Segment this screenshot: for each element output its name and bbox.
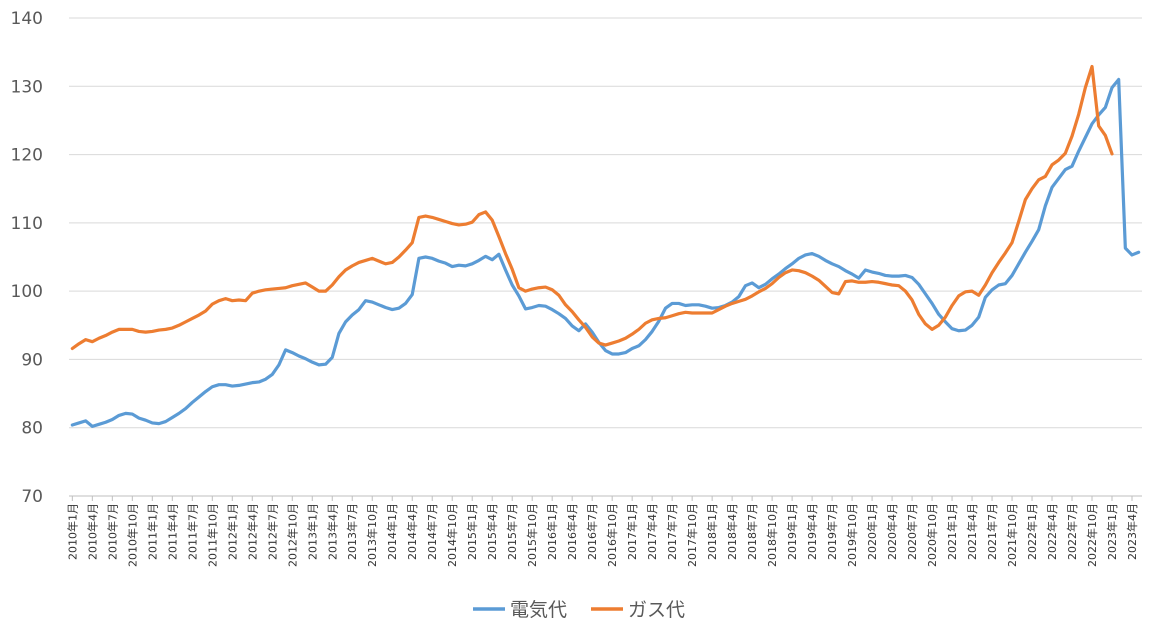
x-tick-label: 2020年7月 [905, 503, 919, 560]
x-tick-label: 2023年4月 [1125, 503, 1139, 560]
series-line-2 [70, 64, 1114, 351]
x-tick-label: 2012年4月 [245, 503, 259, 560]
x-tick-label: 2017年10月 [685, 503, 699, 567]
x-tick-label: 2020年10月 [925, 503, 939, 567]
x-tick-label: 2018年4月 [725, 503, 739, 560]
y-tick-label: 90 [21, 350, 43, 370]
x-tick-label: 2016年4月 [565, 503, 579, 560]
x-tick-label: 2016年7月 [585, 503, 599, 560]
x-tick-label: 2018年1月 [705, 503, 719, 560]
x-tick-label: 2011年1月 [145, 503, 159, 560]
y-tick-label: 140 [11, 9, 43, 29]
x-tick-label: 2022年10月 [1085, 503, 1099, 567]
x-tick-label: 2018年10月 [765, 503, 779, 567]
x-tick-label: 2014年7月 [425, 503, 439, 560]
y-tick-label: 100 [11, 282, 43, 302]
x-tick-label: 2017年1月 [625, 503, 639, 560]
x-tick-label: 2015年1月 [465, 503, 479, 560]
series-lines [70, 64, 1141, 428]
x-tick-label: 2017年4月 [645, 503, 659, 560]
x-tick-label: 2013年10月 [365, 503, 379, 567]
x-tick-label: 2020年1月 [865, 503, 879, 560]
x-tick-label: 2021年4月 [965, 503, 979, 560]
x-tick-label: 2011年4月 [165, 503, 179, 560]
x-tick-label: 2019年4月 [805, 503, 819, 560]
y-axis-ticks: 70 80 90 100 110 120 130 140 [11, 9, 43, 507]
x-tick-label: 2014年10月 [445, 503, 459, 567]
x-tick-label: 2014年4月 [405, 503, 419, 560]
x-tick-label: 2010年4月 [85, 503, 99, 560]
x-tick-label: 2022年7月 [1065, 503, 1079, 560]
x-tick-label: 2010年7月 [105, 503, 119, 560]
x-tick-label: 2011年7月 [185, 503, 199, 560]
x-tick-label: 2021年1月 [945, 503, 959, 560]
x-tick-label: 2012年7月 [265, 503, 279, 560]
x-tick-label: 2011年10月 [205, 503, 219, 567]
x-axis-ticks: 2010年1月 2010年4月 2010年7月 2010年10月 2011年1月 2011… [65, 496, 1139, 567]
x-tick-label: 2014年1月 [385, 503, 399, 560]
y-tick-label: 70 [21, 487, 43, 507]
x-tick-label: 2015年10月 [525, 503, 539, 567]
y-tick-label: 120 [11, 146, 43, 166]
x-tick-label: 2013年1月 [305, 503, 319, 560]
grid-lines [69, 17, 1142, 429]
x-tick-label: 2021年10月 [1005, 503, 1019, 567]
x-tick-label: 2019年7月 [825, 503, 839, 560]
x-tick-label: 2012年1月 [225, 503, 239, 560]
x-tick-label: 2010年10月 [125, 503, 139, 567]
x-tick-label: 2013年7月 [345, 503, 359, 560]
legend-label-2: ガス代 [628, 599, 685, 621]
x-tick-label: 2018年7月 [745, 503, 759, 560]
x-tick-label: 2015年7月 [505, 503, 519, 560]
x-tick-label: 2013年4月 [325, 503, 339, 560]
x-tick-label: 2016年1月 [545, 503, 559, 560]
y-tick-label: 130 [11, 77, 43, 97]
y-tick-label: 110 [11, 214, 43, 234]
y-tick-label: 80 [21, 419, 43, 439]
x-tick-label: 2021年7月 [985, 503, 999, 560]
x-tick-label: 2016年10月 [605, 503, 619, 567]
x-tick-label: 2012年10月 [285, 503, 299, 567]
x-tick-label: 2022年1月 [1025, 503, 1039, 560]
x-tick-label: 2017年7月 [665, 503, 679, 560]
x-tick-label: 2020年4月 [885, 503, 899, 560]
x-tick-label: 2010年1月 [65, 503, 79, 560]
series-line-1 [70, 77, 1141, 428]
x-tick-label: 2023年1月 [1105, 503, 1119, 560]
legend: 電気代 ガス代 [473, 599, 685, 621]
legend-label-1: 電気代 [510, 599, 567, 621]
x-tick-label: 2022年4月 [1045, 503, 1059, 560]
x-tick-label: 2019年1月 [785, 503, 799, 560]
x-tick-label: 2015年4月 [485, 503, 499, 560]
x-tick-label: 2019年10月 [845, 503, 859, 567]
